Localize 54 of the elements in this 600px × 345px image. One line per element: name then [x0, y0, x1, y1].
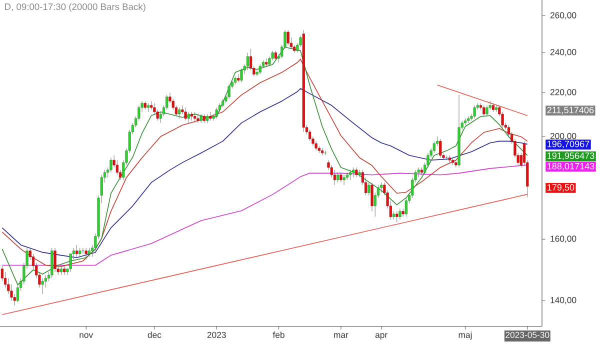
candlestick	[54, 248, 56, 272]
candlestick	[228, 84, 230, 100]
candlestick	[41, 278, 44, 294]
candlestick	[348, 170, 352, 180]
y-tick-label: 260,00	[550, 12, 576, 20]
candlestick	[368, 182, 370, 196]
candlestick	[184, 107, 187, 121]
candlestick	[352, 167, 355, 178]
candlestick	[84, 248, 88, 260]
x-tick-label: 2023	[207, 332, 226, 338]
y-tick-label: 140,00	[550, 297, 576, 304]
candlestick	[342, 174, 346, 186]
chart-title: D, 09:00-17:30 (20000 Bars Back)	[5, 3, 146, 12]
candlestick	[178, 107, 181, 119]
candlestick	[286, 30, 290, 46]
y-tick-label: 220,00	[550, 89, 576, 96]
candlestick	[432, 140, 436, 154]
candlestick	[196, 114, 200, 124]
candlestick	[75, 244, 78, 258]
candlestick	[274, 50, 277, 61]
text: 196,70967	[547, 140, 590, 148]
line-series	[2, 88, 528, 258]
candlestick	[215, 107, 218, 119]
y-tick-label: 160,00	[550, 236, 576, 243]
candlestick	[314, 140, 318, 151]
x-tick-label: apr	[375, 333, 388, 340]
x-tick-label: maj	[458, 332, 472, 340]
candlestick	[63, 266, 66, 276]
candlestick	[336, 172, 340, 183]
text: 179,50	[547, 184, 574, 192]
candlestick	[355, 167, 358, 178]
x-tick-label: dec	[148, 332, 162, 338]
candlestick	[194, 112, 196, 124]
candlestick	[396, 211, 398, 223]
candlestick	[473, 105, 476, 119]
text: 191,956473	[547, 152, 594, 160]
candlestick	[340, 172, 342, 183]
x-tick-label: 2023-05-30	[506, 332, 550, 338]
candlestick	[246, 52, 249, 70]
candlestick	[398, 208, 402, 220]
text: 211,517406	[547, 106, 594, 114]
candlestick	[486, 105, 488, 116]
x-tick-label: nov	[80, 333, 94, 338]
candlestick	[439, 138, 442, 158]
x-tick-label: mar	[334, 333, 348, 338]
candlestick	[60, 266, 63, 276]
candlestick	[187, 112, 190, 124]
y-tick-label: 200,00	[550, 132, 576, 140]
x-tick-label: feb	[272, 332, 284, 338]
candlestick	[240, 68, 243, 83]
candlestick	[482, 105, 486, 116]
text: 188,017143	[547, 162, 594, 170]
candlestick	[258, 64, 262, 74]
y-tick-label: 240,00	[550, 49, 576, 56]
